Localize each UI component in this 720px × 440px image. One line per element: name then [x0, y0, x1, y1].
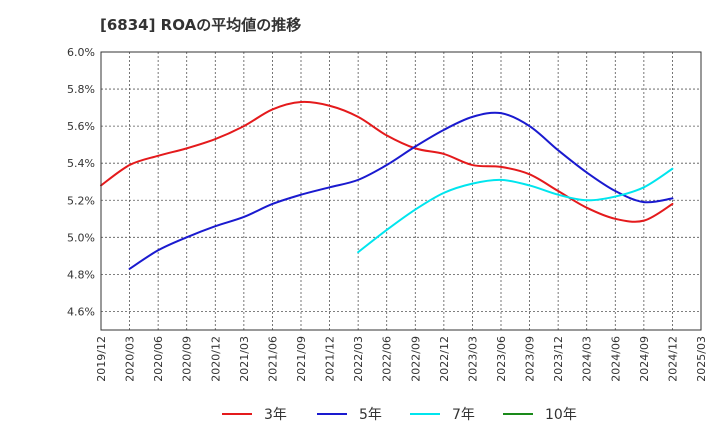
y-tick-label: 5.2% [67, 194, 95, 207]
x-tick-label: 2021/12 [324, 336, 337, 382]
x-tick-label: 2020/03 [124, 336, 137, 382]
x-tick-label: 2024/06 [609, 336, 622, 382]
x-tick-label: 2024/03 [581, 336, 594, 382]
grid-layer [101, 51, 701, 330]
x-tick-label: 2020/09 [181, 336, 194, 382]
x-tick-label: 2022/06 [381, 336, 394, 382]
legend-label-1: 3年 [264, 407, 287, 423]
y-tick-label: 5.8% [67, 83, 95, 96]
x-tick-label: 2023/09 [524, 336, 537, 382]
x-tick-label: 2023/12 [552, 336, 565, 382]
x-tick-label: 2020/06 [152, 336, 165, 382]
y-tick-label: 4.6% [67, 305, 95, 318]
series-line-2 [128, 111, 674, 270]
y-tick-label: 5.6% [67, 120, 95, 133]
x-tick-label: 2023/03 [466, 336, 479, 382]
y-tick-label: 5.0% [67, 231, 95, 244]
series-line-3 [357, 167, 674, 254]
x-tick-label: 2019/12 [95, 336, 108, 382]
x-tick-label: 2022/09 [409, 336, 422, 382]
x-tick-label: 2021/09 [295, 336, 308, 382]
plot-frame [100, 51, 702, 331]
series-line-1 [100, 100, 674, 223]
legend-label-4: 10年 [545, 407, 577, 423]
x-tick-label: 2023/06 [495, 336, 508, 382]
chart-title: [6834] ROAの平均値の推移 [100, 16, 302, 34]
x-tick-label: 2022/12 [438, 336, 451, 382]
x-tick-label: 2022/03 [352, 336, 365, 382]
legend-label-2: 5年 [359, 407, 382, 423]
x-tick-label: 2020/12 [209, 336, 222, 382]
x-tick-label: 2021/03 [238, 336, 251, 382]
x-tick-label: 2025/03 [695, 336, 708, 382]
y-tick-label: 5.4% [67, 157, 95, 170]
x-tick-label: 2024/12 [666, 336, 679, 382]
y-tick-label: 6.0% [67, 46, 95, 59]
series-layer [100, 100, 674, 270]
axis-layer: 4.6% 4.8% 5.0% 5.2% 5.4% 5.6% 5.8% 6.0% 2019/12 2… [67, 46, 708, 382]
y-tick-label: 4.8% [67, 268, 95, 281]
x-tick-label: 2024/09 [638, 336, 651, 382]
legend-label-3: 7年 [452, 407, 475, 423]
x-tick-label: 2021/06 [266, 336, 279, 382]
legend: 3年 5年 7年 10年 [222, 407, 577, 423]
